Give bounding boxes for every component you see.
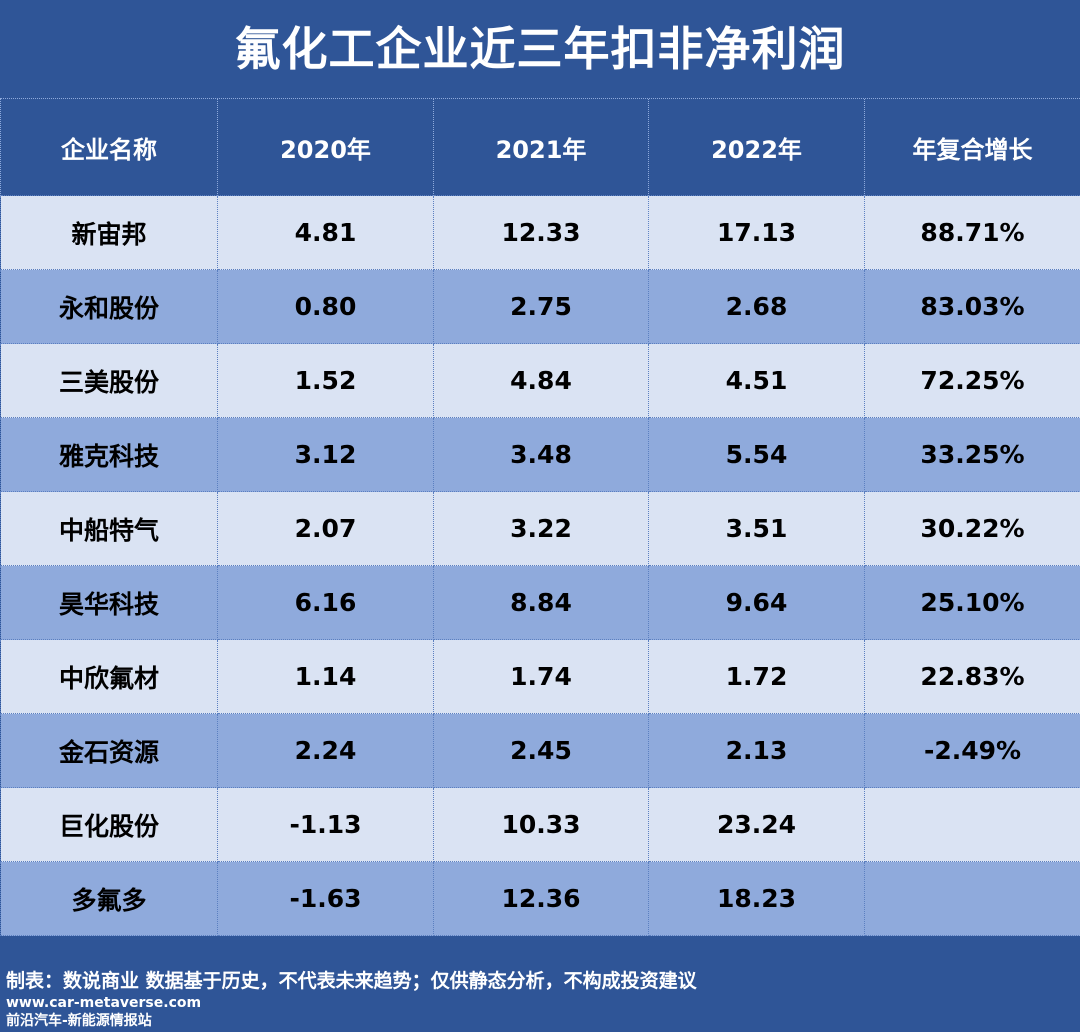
cell-company: 昊华科技 bbox=[0, 565, 218, 640]
header-company: 企业名称 bbox=[0, 99, 218, 196]
cell-2020: 2.24 bbox=[217, 713, 434, 788]
table-row: 昊华科技 6.16 8.84 9.64 25.10% bbox=[0, 565, 1080, 640]
cell-2021: 12.33 bbox=[433, 195, 649, 270]
cell-company: 雅克科技 bbox=[0, 417, 218, 492]
cell-2021: 2.75 bbox=[433, 269, 649, 344]
cell-company: 中船特气 bbox=[0, 491, 218, 566]
cell-2022: 18.23 bbox=[648, 861, 865, 936]
cell-cagr bbox=[864, 861, 1080, 936]
cell-2020: 3.12 bbox=[217, 417, 434, 492]
cell-2022: 9.64 bbox=[648, 565, 865, 640]
table-row: 永和股份 0.80 2.75 2.68 83.03% bbox=[0, 269, 1080, 344]
footer: 制表：数说商业 数据基于历史，不代表未来趋势；仅供静态分析，不构成投资建议 ww… bbox=[6, 968, 697, 1030]
cell-company: 新宙邦 bbox=[0, 195, 218, 270]
cell-cagr: -2.49% bbox=[864, 713, 1080, 788]
table-row: 新宙邦 4.81 12.33 17.13 88.71% bbox=[0, 195, 1080, 270]
table-row: 巨化股份 -1.13 10.33 23.24 bbox=[0, 787, 1080, 862]
table-row: 多氟多 -1.63 12.36 18.23 bbox=[0, 861, 1080, 936]
cell-2021: 3.48 bbox=[433, 417, 649, 492]
cell-2022: 1.72 bbox=[648, 639, 865, 714]
cell-2020: -1.13 bbox=[217, 787, 434, 862]
cell-2022: 3.51 bbox=[648, 491, 865, 566]
cell-cagr: 83.03% bbox=[864, 269, 1080, 344]
cell-cagr: 30.22% bbox=[864, 491, 1080, 566]
header-2022: 2022年 bbox=[648, 99, 865, 196]
table-row: 三美股份 1.52 4.84 4.51 72.25% bbox=[0, 343, 1080, 418]
cell-2021: 10.33 bbox=[433, 787, 649, 862]
cell-2020: 1.14 bbox=[217, 639, 434, 714]
cell-2020: -1.63 bbox=[217, 861, 434, 936]
cell-cagr: 22.83% bbox=[864, 639, 1080, 714]
cell-2022: 5.54 bbox=[648, 417, 865, 492]
cell-2020: 1.52 bbox=[217, 343, 434, 418]
cell-cagr: 88.71% bbox=[864, 195, 1080, 270]
cell-cagr: 33.25% bbox=[864, 417, 1080, 492]
table-row: 雅克科技 3.12 3.48 5.54 33.25% bbox=[0, 417, 1080, 492]
table-row: 金石资源 2.24 2.45 2.13 -2.49% bbox=[0, 713, 1080, 788]
cell-2021: 3.22 bbox=[433, 491, 649, 566]
cell-cagr: 25.10% bbox=[864, 565, 1080, 640]
source-note: 制表：数说商业 数据基于历史，不代表未来趋势；仅供静态分析，不构成投资建议 bbox=[6, 970, 697, 992]
cell-2022: 23.24 bbox=[648, 787, 865, 862]
cell-company: 巨化股份 bbox=[0, 787, 218, 862]
cell-2021: 12.36 bbox=[433, 861, 649, 936]
table-row: 中船特气 2.07 3.22 3.51 30.22% bbox=[0, 491, 1080, 566]
cell-2022: 4.51 bbox=[648, 343, 865, 418]
header-2020: 2020年 bbox=[217, 99, 434, 196]
cell-2020: 0.80 bbox=[217, 269, 434, 344]
cell-company: 金石资源 bbox=[0, 713, 218, 788]
table-row: 中欣氟材 1.14 1.74 1.72 22.83% bbox=[0, 639, 1080, 714]
cell-2020: 2.07 bbox=[217, 491, 434, 566]
cell-cagr bbox=[864, 787, 1080, 862]
cell-2021: 2.45 bbox=[433, 713, 649, 788]
cell-2020: 4.81 bbox=[217, 195, 434, 270]
cell-company: 中欣氟材 bbox=[0, 639, 218, 714]
cell-2021: 8.84 bbox=[433, 565, 649, 640]
source-url: www.car-metaverse.com bbox=[6, 995, 202, 1011]
cell-cagr: 72.25% bbox=[864, 343, 1080, 418]
cell-company: 三美股份 bbox=[0, 343, 218, 418]
cell-2022: 17.13 bbox=[648, 195, 865, 270]
cell-company: 永和股份 bbox=[0, 269, 218, 344]
header-cagr: 年复合增长 bbox=[864, 99, 1080, 196]
cell-2021: 4.84 bbox=[433, 343, 649, 418]
source-site-name: 前沿汽车-新能源情报站 bbox=[6, 1013, 152, 1029]
cell-2022: 2.68 bbox=[648, 269, 865, 344]
cell-2022: 2.13 bbox=[648, 713, 865, 788]
cell-2020: 6.16 bbox=[217, 565, 434, 640]
table-header-row: 企业名称 2020年 2021年 2022年 年复合增长 bbox=[0, 99, 1080, 196]
page-title: 氟化工企业近三年扣非净利润 bbox=[0, 0, 1080, 99]
header-2021: 2021年 bbox=[433, 99, 649, 196]
profit-table: 企业名称 2020年 2021年 2022年 年复合增长 新宙邦 4.81 12… bbox=[0, 99, 1080, 936]
cell-2021: 1.74 bbox=[433, 639, 649, 714]
cell-company: 多氟多 bbox=[0, 861, 218, 936]
